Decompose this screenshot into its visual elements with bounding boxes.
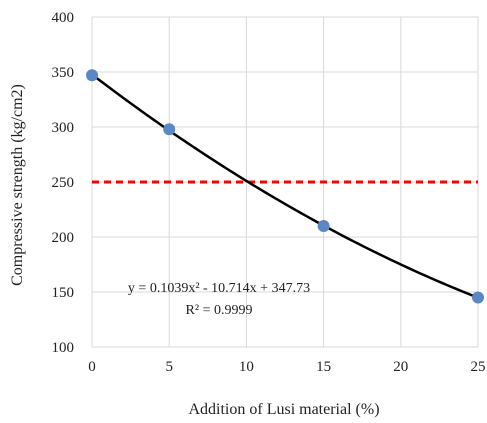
equation-annotation: y = 0.1039x² - 10.714x + 347.73 [128, 281, 310, 296]
x-tick-labels: 0 5 10 15 20 25 [88, 359, 485, 375]
x-tick-label: 10 [239, 359, 254, 375]
y-axis-title: Compressive strength (kg/cm2) [9, 84, 26, 286]
x-axis-title: Addition of Lusi material (%) [188, 401, 379, 418]
trendline [91, 73, 479, 299]
x-tick-label: 5 [165, 359, 173, 375]
data-point [86, 69, 98, 82]
x-tick-label: 15 [316, 359, 331, 375]
data-points [86, 69, 484, 304]
x-tick-label: 20 [393, 359, 408, 375]
data-point [163, 123, 176, 136]
y-tick-label: 200 [52, 230, 75, 246]
y-tick-label: 150 [52, 285, 75, 301]
x-tick-label: 0 [88, 359, 96, 375]
data-point [317, 220, 330, 232]
y-tick-label: 350 [52, 65, 75, 81]
y-tick-label: 300 [52, 120, 75, 136]
x-tick-label: 25 [471, 359, 486, 375]
y-tick-label: 100 [52, 340, 75, 356]
y-tick-label: 400 [52, 10, 75, 26]
data-point [472, 291, 484, 304]
y-tick-label: 250 [52, 175, 75, 191]
y-tick-labels: 100 150 200 250 300 350 400 [52, 10, 75, 356]
r-squared-annotation: R² = 0.9999 [186, 303, 253, 318]
